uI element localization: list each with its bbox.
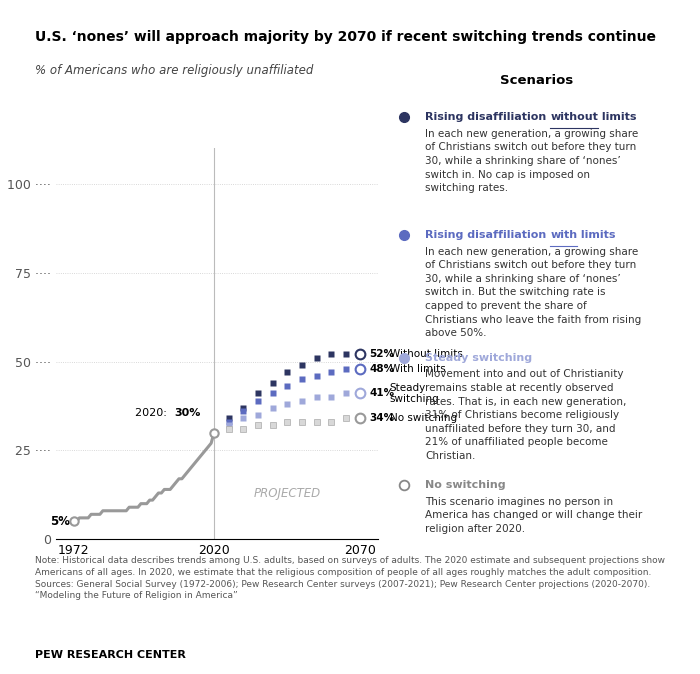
Text: 2020:: 2020: bbox=[135, 408, 170, 419]
Text: 34%: 34% bbox=[369, 413, 394, 423]
Text: U.S. ‘nones’ will approach majority by 2070 if recent switching trends continue: U.S. ‘nones’ will approach majority by 2… bbox=[35, 30, 656, 44]
Text: without: without bbox=[550, 112, 598, 122]
Text: Rising disaffiliation: Rising disaffiliation bbox=[425, 112, 550, 122]
Text: Without limits: Without limits bbox=[390, 349, 463, 359]
Text: 52%: 52% bbox=[369, 349, 394, 359]
Text: 30%: 30% bbox=[174, 408, 201, 419]
Text: In each new generation, a growing share
of Christians switch out before they tur: In each new generation, a growing share … bbox=[425, 247, 641, 338]
Text: This scenario imagines no person in
America has changed or will change their
rel: This scenario imagines no person in Amer… bbox=[425, 497, 643, 534]
Text: 41%: 41% bbox=[369, 388, 394, 398]
Text: with: with bbox=[550, 230, 578, 240]
Text: PROJECTED: PROJECTED bbox=[253, 487, 321, 499]
Text: Movement into and out of Christianity
remains stable at recently observed
rates.: Movement into and out of Christianity re… bbox=[425, 369, 626, 461]
Text: Scenarios: Scenarios bbox=[500, 75, 573, 88]
Text: No switching: No switching bbox=[425, 480, 505, 490]
Text: Steady
switching: Steady switching bbox=[390, 383, 440, 404]
Text: PEW RESEARCH CENTER: PEW RESEARCH CENTER bbox=[35, 650, 186, 661]
Text: In each new generation, a growing share
of Christians switch out before they tur: In each new generation, a growing share … bbox=[425, 129, 638, 193]
Text: With limits: With limits bbox=[390, 363, 445, 373]
Text: limits: limits bbox=[578, 230, 616, 240]
Text: No switching: No switching bbox=[390, 413, 457, 423]
Text: limits: limits bbox=[598, 112, 636, 122]
Text: 48%: 48% bbox=[369, 363, 394, 373]
Text: Note: Historical data describes trends among U.S. adults, based on surveys of ad: Note: Historical data describes trends a… bbox=[35, 556, 665, 601]
Text: Rising disaffiliation: Rising disaffiliation bbox=[425, 230, 550, 240]
Text: Steady switching: Steady switching bbox=[425, 353, 532, 363]
Text: 5%: 5% bbox=[50, 515, 70, 528]
Text: % of Americans who are religiously unaffiliated: % of Americans who are religiously unaff… bbox=[35, 64, 314, 77]
